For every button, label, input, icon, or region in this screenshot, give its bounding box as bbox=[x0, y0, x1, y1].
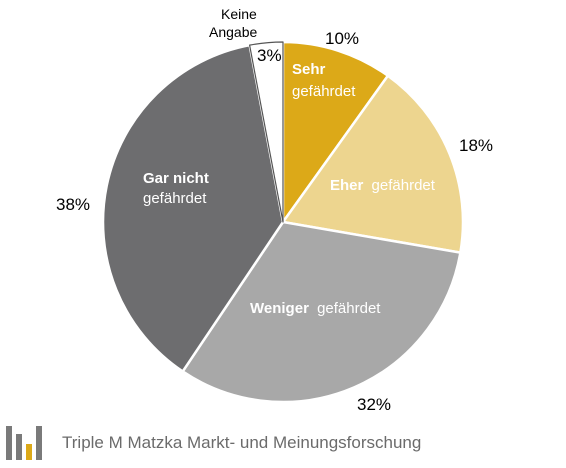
value-label-weniger: 32% bbox=[357, 395, 391, 414]
slice-label-sehr-rest: gefährdet bbox=[292, 83, 356, 100]
value-label-eher: 18% bbox=[459, 136, 493, 155]
value-label-keine: 3% bbox=[257, 46, 282, 65]
pie-slice-sehr bbox=[281, 40, 390, 224]
slice-label-weniger: Weniger gefährdet bbox=[250, 300, 381, 317]
footer: Triple M Matzka Markt- und Meinungsforsc… bbox=[6, 424, 562, 464]
slice-label-sehr: Sehr bbox=[292, 61, 326, 78]
slice-label-gar-nicht-rest: gefährdet bbox=[143, 190, 207, 207]
slice-label-eher: Eher gefährdet bbox=[330, 177, 436, 194]
slice-label-keine-line2: Angabe bbox=[209, 24, 257, 40]
slice-label-weniger-rest: gefährdet bbox=[317, 300, 381, 317]
slice-label-eher-bold: Eher bbox=[330, 177, 364, 194]
slice-label-weniger-bold: Weniger bbox=[250, 300, 309, 317]
pie-slice-keine-angabe bbox=[249, 41, 284, 223]
pie-slice-eher bbox=[281, 74, 465, 254]
slice-label-sehr-bold: Sehr bbox=[292, 61, 326, 78]
value-label-sehr: 10% bbox=[325, 29, 359, 48]
pie-slice-weniger bbox=[181, 220, 462, 404]
triple-m-logo-icon bbox=[6, 426, 42, 460]
slice-label-keine-line1: Keine bbox=[221, 6, 257, 22]
slice-label-gar-nicht-bold: Gar nicht bbox=[143, 170, 209, 187]
value-label-gar-nicht: 38% bbox=[56, 195, 90, 214]
slice-label-eher-rest: gefährdet bbox=[372, 177, 436, 194]
footer-text: Triple M Matzka Markt- und Meinungsforsc… bbox=[62, 433, 422, 452]
pie-slice-gar-nicht bbox=[101, 43, 285, 373]
pie-slices bbox=[101, 40, 465, 404]
